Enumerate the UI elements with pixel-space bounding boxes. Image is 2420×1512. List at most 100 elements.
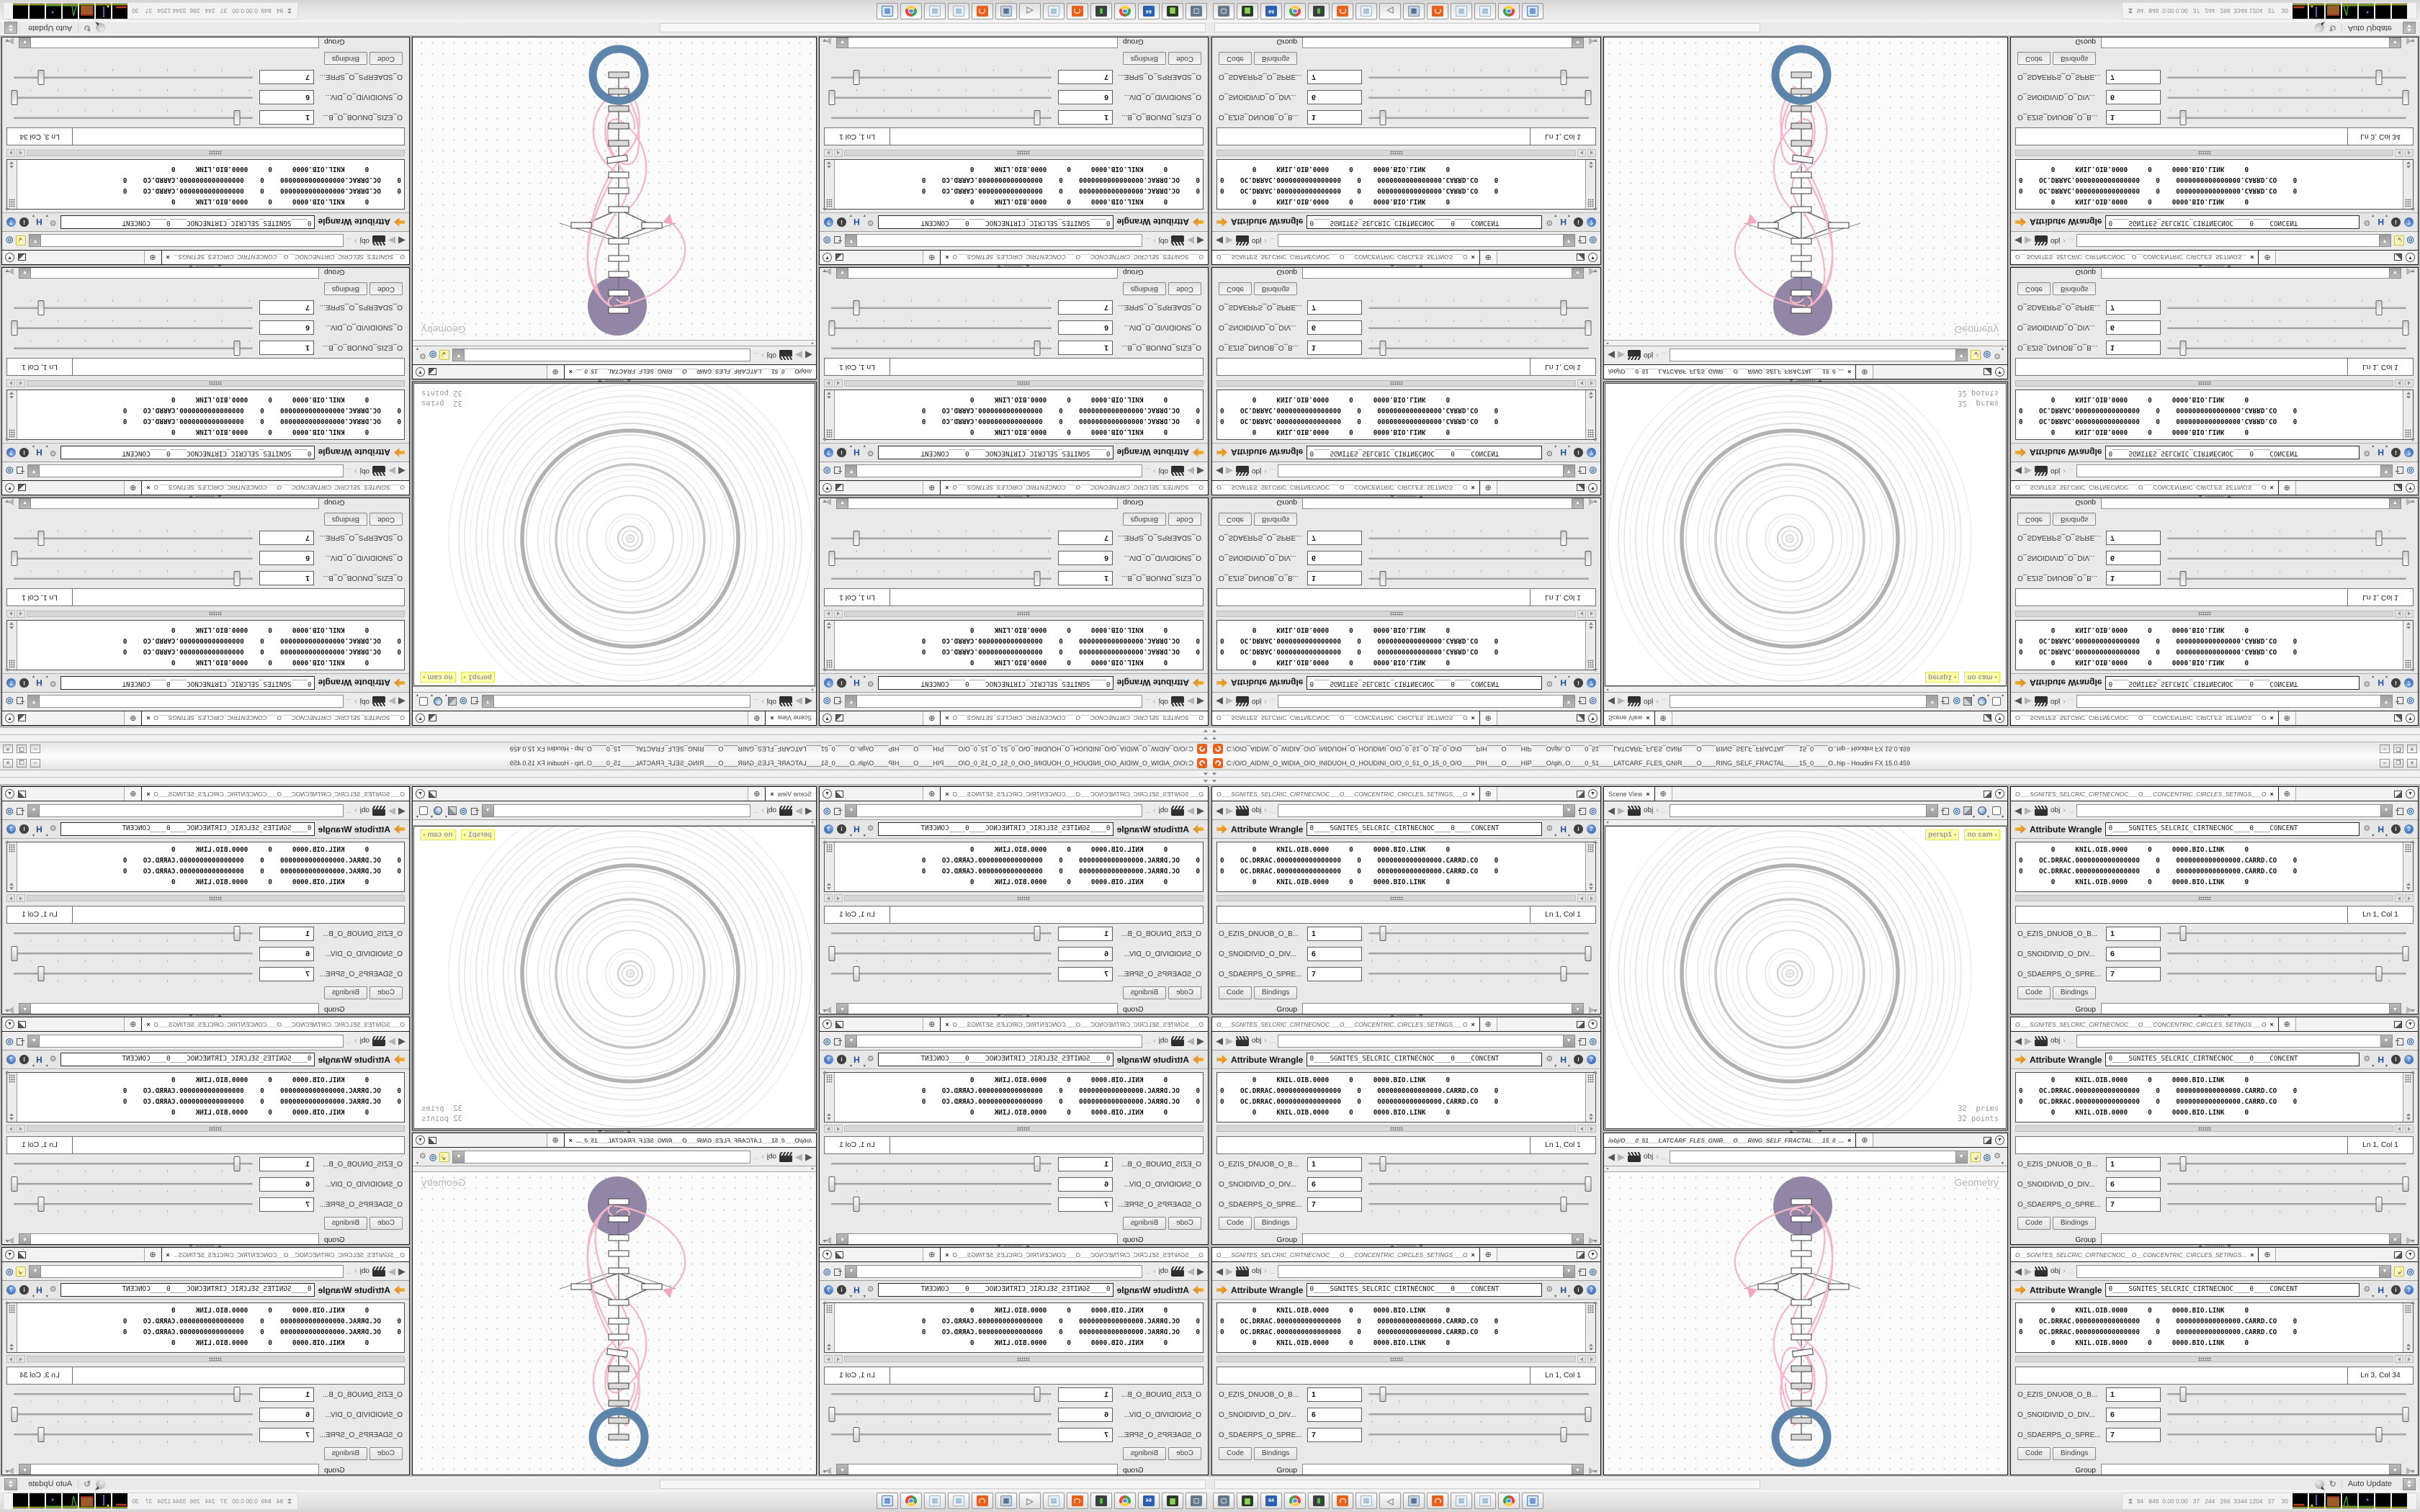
parameter-value-field[interactable]: 7 bbox=[1307, 531, 1362, 545]
pin-icon[interactable] bbox=[470, 698, 479, 706]
snippet-field[interactable] bbox=[2016, 128, 2348, 145]
radial-menu-icon[interactable]: ◎ bbox=[823, 466, 831, 477]
parameter-slider[interactable] bbox=[2166, 107, 2408, 127]
tab-code[interactable]: Code bbox=[2017, 282, 2051, 295]
snippet-field[interactable] bbox=[889, 128, 1203, 145]
pane-menu-icon[interactable]: ▼ bbox=[1588, 1020, 1597, 1029]
help-icon[interactable]: ? bbox=[824, 217, 833, 227]
chevron-down-icon[interactable]: ▼ bbox=[846, 1265, 858, 1277]
pane-tab[interactable]: O___SGNITES_SELCRIC_CIRTNECNOC___O___CON… bbox=[940, 1248, 1208, 1261]
slider-thumb[interactable] bbox=[1585, 1407, 1592, 1422]
hscript-icon[interactable]: H bbox=[1560, 1054, 1567, 1065]
path-field[interactable]: ▼ bbox=[845, 464, 1142, 478]
slider-thumb[interactable] bbox=[11, 1407, 18, 1422]
pane-tab[interactable]: O___SGNITES_SELCRIC_CIRTNECNOC___O___CON… bbox=[2011, 787, 2279, 801]
back-icon[interactable]: ◀ bbox=[1216, 1035, 1223, 1046]
slider-thumb[interactable] bbox=[2402, 320, 2409, 336]
parameter-value-field[interactable]: 6 bbox=[1307, 1408, 1362, 1422]
taskbar-item-houdini[interactable] bbox=[1332, 1493, 1353, 1509]
parameter-slider[interactable] bbox=[11, 318, 254, 338]
pin-icon[interactable] bbox=[1578, 237, 1587, 246]
parameter-value-field[interactable]: 6 bbox=[1058, 1408, 1113, 1422]
pane-scrollbar[interactable] bbox=[1591, 1069, 1599, 1244]
parameter-slider[interactable] bbox=[11, 944, 254, 964]
view-cube-icon[interactable] bbox=[1963, 806, 1972, 815]
forward-icon[interactable]: ▶ bbox=[1618, 1151, 1625, 1162]
scroll-right-button[interactable] bbox=[1587, 894, 1596, 902]
bulb-icon[interactable] bbox=[1970, 350, 1981, 361]
scroll-down-icon[interactable] bbox=[5, 1009, 10, 1012]
radial-menu-icon[interactable]: ◎ bbox=[2406, 696, 2414, 707]
code-horizontal-scrollbar[interactable] bbox=[6, 1355, 405, 1363]
parameter-value-field[interactable]: 1 bbox=[259, 1387, 314, 1402]
taskbar-item-houdini[interactable] bbox=[1332, 3, 1353, 19]
chevron-down-icon[interactable]: ▼ bbox=[837, 1464, 848, 1475]
tab-code[interactable]: Code bbox=[369, 513, 403, 526]
radial-menu-icon[interactable]: ◎ bbox=[429, 350, 437, 361]
pane-menu-icon[interactable]: ▼ bbox=[5, 1250, 14, 1259]
gear-icon[interactable]: ⚙ bbox=[49, 218, 57, 227]
taskbar-item-calculator[interactable]: ▦ bbox=[995, 3, 1017, 19]
parameter-slider[interactable] bbox=[830, 964, 1053, 984]
parameter-slider[interactable] bbox=[828, 944, 1053, 964]
chevron-down-icon[interactable]: ▼ bbox=[30, 1265, 42, 1277]
pane-tab[interactable]: O___SGNITES_SELCRIC_CIRTNECNOC___O___CON… bbox=[1212, 1017, 1480, 1031]
path-field[interactable]: ▼ bbox=[845, 1034, 1142, 1048]
tab-bindings[interactable]: Bindings bbox=[2052, 282, 2097, 295]
gear-icon[interactable]: ⚙ bbox=[1546, 1055, 1554, 1063]
taskbar-item-houdini[interactable] bbox=[972, 1493, 993, 1509]
scroll-up-icon[interactable] bbox=[823, 840, 828, 843]
context-icon[interactable] bbox=[1236, 805, 1249, 816]
pane-splitter[interactable] bbox=[1603, 379, 2008, 382]
parameter-slider[interactable] bbox=[830, 338, 1053, 358]
scroll-up-icon[interactable] bbox=[5, 438, 10, 441]
chevron-down-icon[interactable]: ▼ bbox=[837, 1004, 848, 1014]
tray-overflow-icon[interactable] bbox=[2128, 1498, 2133, 1503]
pane-tab[interactable]: O___SGNITES_SELCRIC_CIRTNECNOC___O___CON… bbox=[1212, 481, 1480, 495]
parameter-slider[interactable] bbox=[2166, 568, 2408, 588]
parameter-slider[interactable] bbox=[830, 297, 1053, 318]
info-icon[interactable]: i bbox=[837, 217, 846, 227]
new-tab-button[interactable]: ⊕ bbox=[2278, 1017, 2296, 1031]
tab-code[interactable]: Code bbox=[369, 1447, 403, 1460]
parameter-slider[interactable] bbox=[830, 67, 1053, 87]
code-vertical-scrollbar[interactable] bbox=[2403, 842, 2413, 891]
close-icon[interactable]: × bbox=[166, 253, 170, 261]
camera-badge[interactable]: persp1 ▾ bbox=[460, 829, 495, 840]
tab-code[interactable]: Code bbox=[1219, 513, 1252, 526]
snippet-field[interactable] bbox=[72, 906, 404, 923]
snippet-field[interactable] bbox=[2016, 906, 2348, 923]
path-field[interactable]: ▼ bbox=[2076, 695, 2393, 708]
parameter-value-field[interactable]: 1 bbox=[2106, 1387, 2161, 1402]
context-label[interactable]: obj bbox=[1644, 351, 1654, 359]
tab-code[interactable]: Code bbox=[1168, 1217, 1201, 1230]
collapsed-network-bar[interactable] bbox=[413, 340, 816, 346]
bulb-icon[interactable] bbox=[439, 350, 450, 361]
taskbar-item-chrome[interactable] bbox=[1114, 3, 1136, 19]
scroll-left-button[interactable] bbox=[17, 379, 25, 387]
collapsed-display-options-bar[interactable] bbox=[1604, 686, 2007, 692]
parameter-value-field[interactable]: 7 bbox=[259, 70, 314, 84]
close-icon[interactable]: × bbox=[166, 1251, 170, 1259]
maximize-pane-icon[interactable] bbox=[18, 484, 26, 492]
new-tab-button[interactable]: ⊕ bbox=[143, 1248, 161, 1261]
slider-thumb[interactable] bbox=[853, 70, 860, 85]
pane-tab[interactable]: O___SGNITES_SELCRIC_CIRTNECNOC___O___CON… bbox=[1212, 1248, 1480, 1261]
back-icon[interactable]: ◀ bbox=[2015, 1266, 2022, 1277]
collapsed-network-bar[interactable] bbox=[1604, 340, 2007, 346]
scroll-down-icon[interactable] bbox=[2410, 39, 2415, 42]
scroll-down-icon[interactable] bbox=[1588, 1117, 1593, 1120]
gear-icon[interactable]: ⚙ bbox=[866, 679, 874, 688]
slider-thumb[interactable] bbox=[1560, 1427, 1567, 1442]
code-horizontal-scrollbar[interactable] bbox=[1216, 1355, 1596, 1363]
scroll-down-icon[interactable] bbox=[2410, 269, 2415, 272]
scroll-down-icon[interactable] bbox=[823, 269, 828, 272]
node-graph[interactable] bbox=[414, 37, 816, 340]
slider-thumb[interactable] bbox=[2375, 300, 2383, 315]
taskbar-item-system-settings[interactable]: ▢ bbox=[1213, 1493, 1234, 1509]
parameter-value-field[interactable]: 7 bbox=[1307, 1428, 1362, 1442]
tab-code[interactable]: Code bbox=[2017, 1217, 2051, 1230]
